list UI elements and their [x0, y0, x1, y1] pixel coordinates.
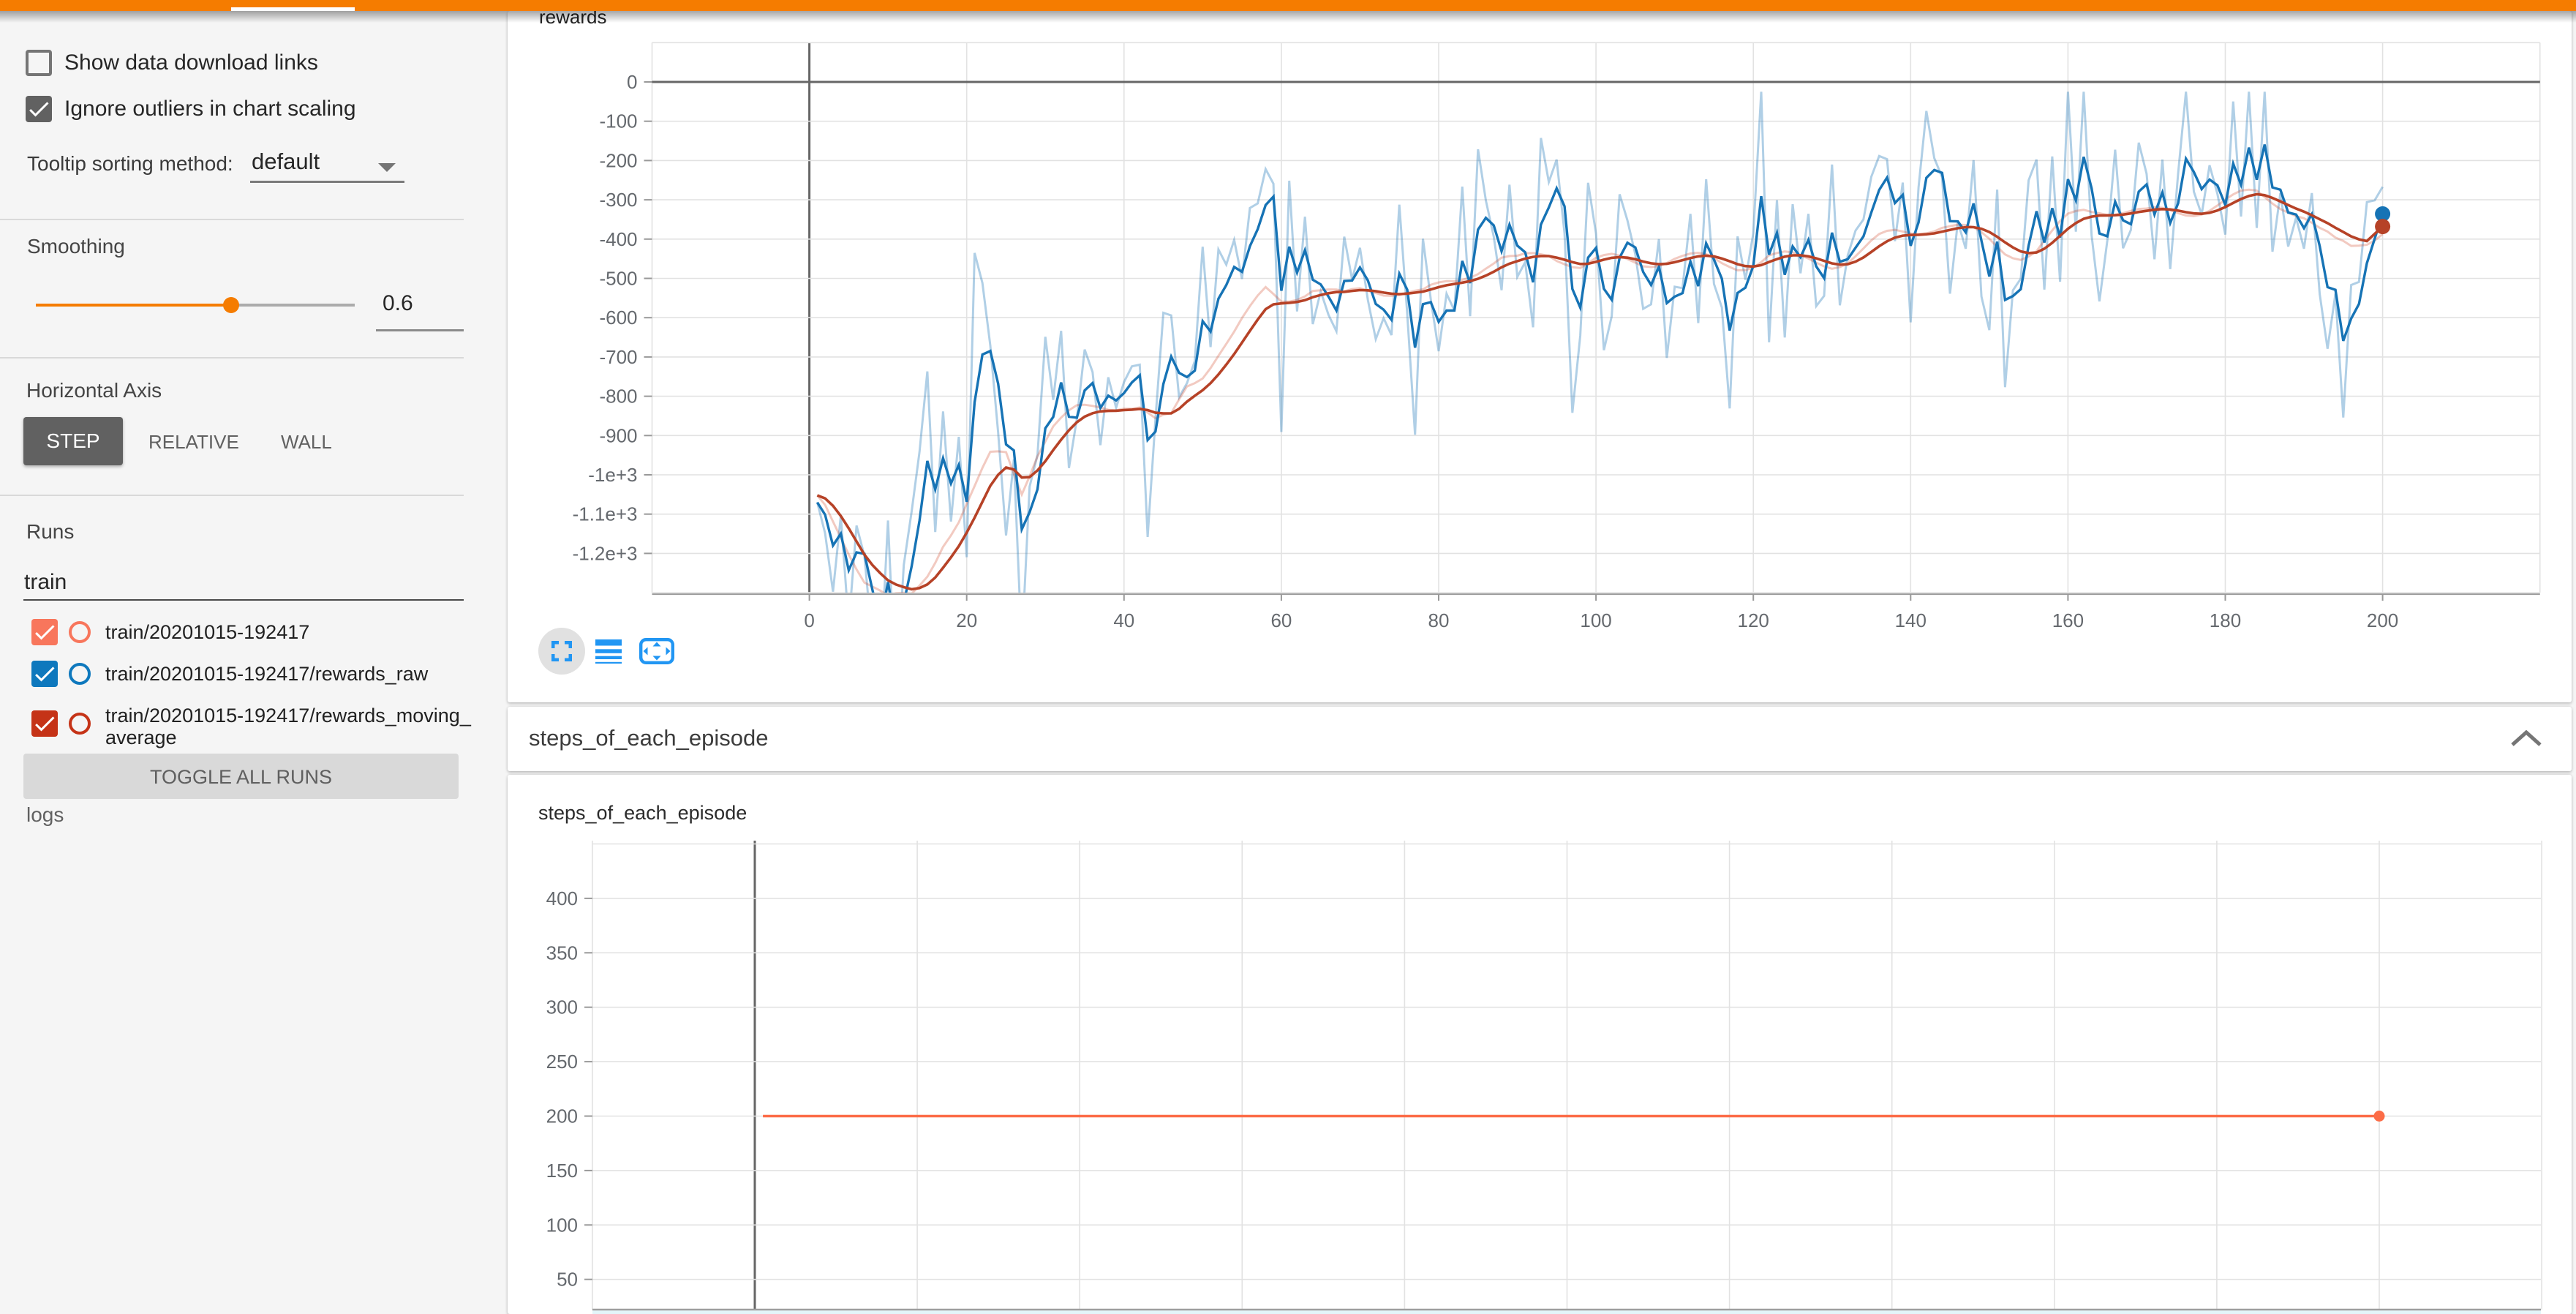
- svg-text:140: 140: [1895, 609, 1927, 631]
- svg-text:400: 400: [546, 887, 578, 909]
- svg-text:-1e+3: -1e+3: [588, 464, 637, 486]
- svg-text:-100: -100: [599, 110, 637, 132]
- svg-text:100: 100: [1580, 609, 1611, 631]
- svg-text:200: 200: [2367, 609, 2398, 631]
- svg-text:100: 100: [546, 1214, 578, 1236]
- svg-text:-700: -700: [599, 346, 637, 368]
- svg-text:180: 180: [2210, 609, 2241, 631]
- svg-text:0: 0: [627, 71, 637, 93]
- svg-text:250: 250: [546, 1051, 578, 1073]
- svg-text:80: 80: [1428, 609, 1450, 631]
- svg-text:-500: -500: [599, 268, 637, 290]
- svg-text:-300: -300: [599, 189, 637, 211]
- svg-text:160: 160: [2052, 609, 2084, 631]
- svg-text:-400: -400: [599, 228, 637, 250]
- svg-text:-200: -200: [599, 149, 637, 171]
- svg-text:-600: -600: [599, 307, 637, 328]
- svg-text:0: 0: [804, 609, 814, 631]
- svg-text:60: 60: [1270, 609, 1292, 631]
- svg-text:150: 150: [546, 1160, 578, 1182]
- svg-text:-900: -900: [599, 424, 637, 446]
- svg-text:40: 40: [1113, 609, 1134, 631]
- svg-text:200: 200: [546, 1105, 578, 1127]
- svg-text:300: 300: [546, 996, 578, 1018]
- svg-text:20: 20: [956, 609, 977, 631]
- svg-text:350: 350: [546, 942, 578, 964]
- svg-text:50: 50: [557, 1269, 578, 1291]
- svg-text:-1.1e+3: -1.1e+3: [573, 503, 638, 525]
- svg-text:120: 120: [1738, 609, 1769, 631]
- svg-text:-1.2e+3: -1.2e+3: [573, 542, 638, 564]
- svg-text:-800: -800: [599, 386, 637, 408]
